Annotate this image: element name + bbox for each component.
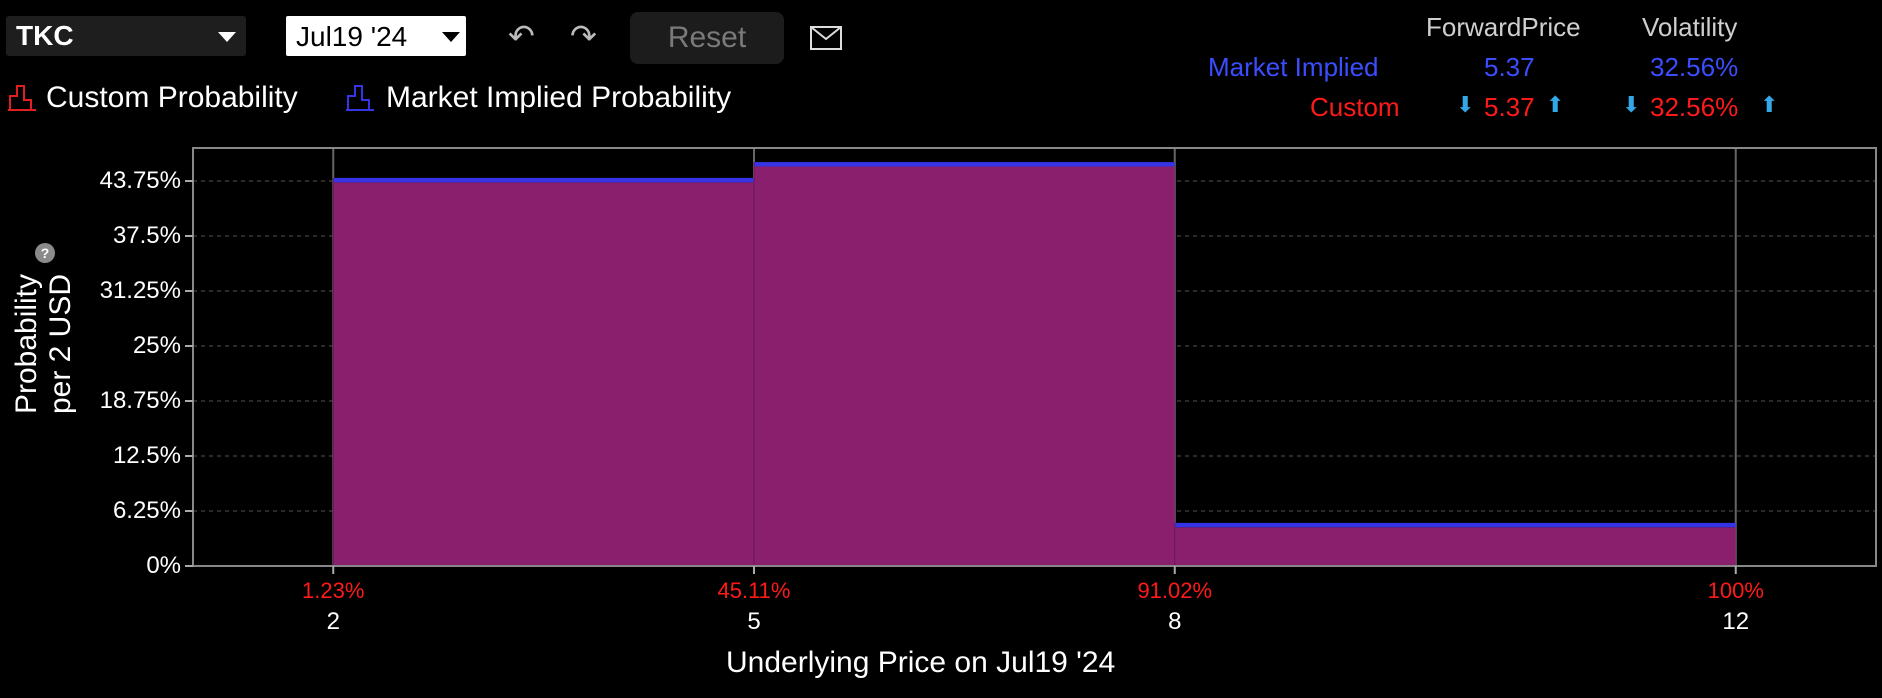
forward-up-arrow-icon[interactable]: ⬆: [1546, 92, 1565, 117]
market-legend-icon: [346, 82, 376, 117]
cumulative-probability-label: 100%: [1707, 578, 1764, 603]
custom-label: Custom: [1310, 92, 1400, 122]
forward-down-arrow-icon[interactable]: ⬇: [1456, 92, 1475, 117]
expiry-value: Jul19 '24: [296, 21, 408, 52]
redo-icon[interactable]: ↷: [570, 18, 597, 54]
y-tick-label: 31.25%: [99, 277, 181, 304]
y-tick-label: 0%: [146, 552, 181, 579]
y-tick-label: 43.75%: [99, 167, 181, 194]
custom-probability-bar: [333, 182, 754, 566]
market-probability-bar: [333, 177, 754, 183]
x-tick-label: 2: [326, 608, 340, 635]
chevron-down-icon: [442, 32, 460, 42]
vol-up-arrow-icon[interactable]: ⬆: [1760, 92, 1779, 117]
market-legend-label: Market Implied Probability: [386, 81, 732, 114]
custom-probability-bar: [754, 166, 1175, 567]
y-tick-label: 37.5%: [112, 222, 181, 249]
volatility-header: Volatility: [1642, 12, 1738, 42]
market-probability-bar: [1174, 522, 1736, 528]
y-tick-label: 12.5%: [112, 442, 181, 469]
custom-vol-value[interactable]: 32.56%: [1650, 92, 1739, 122]
chevron-down-icon: [218, 32, 236, 42]
custom-forward-value[interactable]: 5.37: [1484, 92, 1535, 122]
ticker-value: TKC: [16, 20, 74, 51]
x-tick-label: 8: [1168, 608, 1182, 635]
plot-frame: [192, 147, 1877, 567]
x-tick-label: 12: [1722, 608, 1750, 635]
expiry-dropdown[interactable]: Jul19 '24: [286, 16, 466, 56]
market-implied-label: Market Implied: [1208, 52, 1379, 82]
forward-price-header: ForwardPrice: [1426, 12, 1581, 42]
y-tick-label: 6.25%: [112, 497, 181, 524]
email-icon[interactable]: [810, 26, 842, 55]
y-tick-label: 25%: [132, 332, 181, 359]
market-vol-value: 32.56%: [1650, 52, 1739, 82]
cumulative-probability-label: 45.11%: [717, 578, 791, 603]
custom-probability-bar: [1174, 527, 1736, 566]
cumulative-probability-label: 1.23%: [302, 578, 365, 603]
y-tick-label: 18.75%: [99, 387, 181, 414]
undo-icon[interactable]: ↶: [508, 18, 535, 54]
vol-down-arrow-icon[interactable]: ⬇: [1622, 92, 1641, 117]
ticker-dropdown[interactable]: TKC: [6, 16, 246, 56]
help-icon[interactable]: ?: [35, 243, 55, 263]
custom-legend-label: Custom Probability: [46, 81, 298, 114]
y-axis-title-line2: per 2 USD: [44, 273, 77, 415]
x-tick-label: 5: [747, 608, 761, 635]
custom-legend-icon: [8, 82, 38, 117]
reset-button[interactable]: Reset: [630, 12, 784, 64]
x-axis-title: Underlying Price on Jul19 '24: [726, 646, 1116, 679]
y-axis-title-line1: Probability: [10, 273, 43, 415]
market-probability-bar: [754, 162, 1175, 167]
market-forward-value: 5.37: [1484, 52, 1535, 82]
cumulative-probability-label: 91.02%: [1137, 578, 1213, 603]
